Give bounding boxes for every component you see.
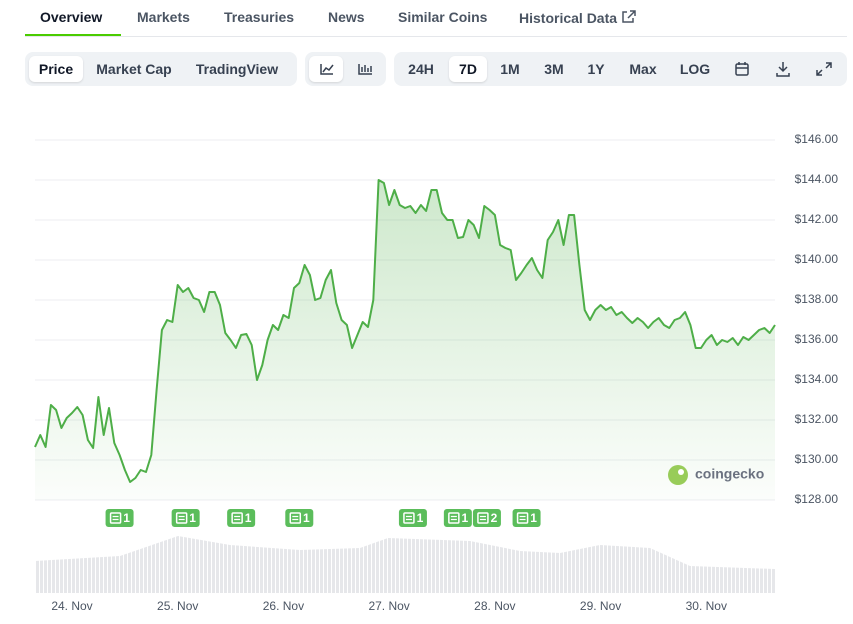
price-area [35, 180, 775, 500]
news-marker[interactable]: 2 [472, 509, 501, 527]
fullscreen-button[interactable] [809, 56, 839, 82]
mode-button[interactable]: TradingView [195, 61, 279, 77]
news-count: 1 [530, 511, 537, 525]
range-button[interactable]: 7D [449, 56, 487, 82]
mode-group: Price Market Cap TradingView [25, 52, 297, 86]
news-icon-lines [112, 515, 119, 521]
x-tick-label: 26. Nov [263, 599, 304, 613]
y-tick-label: $142.00 [795, 212, 839, 226]
news-icon-lines [234, 515, 241, 521]
news-icon-lines [405, 515, 412, 521]
range-group: 24H 7D 1M 3M 1Y Max LOG [394, 52, 847, 86]
news-count: 1 [462, 511, 469, 525]
tab[interactable]: Historical Data [519, 9, 637, 26]
news-icon-lines [479, 515, 486, 521]
news-icon-lines [178, 515, 185, 521]
news-icon [289, 512, 302, 524]
price-line [34, 179, 776, 483]
news-marker[interactable]: 1 [443, 509, 472, 527]
news-icon [109, 512, 122, 524]
range-button[interactable]: LOG [679, 61, 711, 77]
news-marker[interactable]: 1 [285, 509, 314, 527]
y-tick-label: $136.00 [795, 332, 839, 346]
news-count: 1 [417, 511, 424, 525]
candle-icon [358, 64, 372, 75]
y-tick-label: $130.00 [795, 452, 839, 466]
news-icon [477, 512, 489, 524]
news-marker[interactable]: 1 [171, 509, 200, 527]
range-button[interactable]: 1Y [587, 61, 605, 77]
news-count: 1 [303, 511, 310, 525]
news-marker[interactable]: 1 [512, 509, 541, 527]
fullscreen-icon [816, 62, 832, 76]
watermark-logo-eye [678, 469, 684, 475]
x-tick-label: 28. Nov [474, 599, 515, 613]
calendar-icon [735, 62, 749, 76]
news-count: 1 [189, 511, 196, 525]
range-button[interactable]: 1M [500, 61, 520, 77]
chart-style-group [305, 52, 386, 86]
news-marker[interactable]: 1 [105, 509, 134, 527]
news-marker[interactable]: 1 [398, 509, 427, 527]
range-button[interactable]: Max [629, 61, 657, 77]
news-count: 1 [245, 511, 252, 525]
line-icon [320, 64, 334, 75]
line-chart-button[interactable] [309, 56, 343, 82]
tab[interactable]: Overview [40, 9, 103, 25]
range-button[interactable]: 24H [408, 61, 434, 77]
tab[interactable]: Treasuries [224, 9, 295, 25]
news-icon [448, 512, 460, 524]
tab-bar: Overview Markets Treasuries News Similar Coi… [25, 0, 847, 37]
news-icon [231, 512, 243, 524]
tab-underline [25, 34, 121, 36]
x-tick-label: 25. Nov [157, 599, 198, 613]
news-icon [516, 512, 529, 524]
range-button[interactable]: 3M [544, 61, 564, 77]
y-tick-label: $132.00 [795, 412, 839, 426]
tab[interactable]: Similar Coins [398, 9, 488, 25]
download-icon [776, 62, 790, 77]
external-link-icon [622, 10, 636, 23]
y-tick-label: $140.00 [795, 252, 839, 266]
tab[interactable]: News [328, 9, 365, 25]
news-count: 2 [491, 511, 498, 525]
watermark-logo [668, 465, 688, 485]
mode-button[interactable]: Price [29, 56, 83, 82]
mode-button[interactable]: Market Cap [96, 61, 172, 77]
y-tick-label: $138.00 [795, 292, 839, 306]
news-count: 1 [123, 511, 130, 525]
y-tick-label: $146.00 [795, 132, 839, 146]
y-tick-label: $144.00 [795, 172, 839, 186]
y-tick-label: $134.00 [795, 372, 839, 386]
news-icon-lines [292, 515, 299, 521]
x-tick-label: 30. Nov [686, 599, 727, 613]
news-icon-lines [519, 515, 526, 521]
news-icon-lines [450, 515, 457, 521]
x-tick-label: 29. Nov [580, 599, 621, 613]
news-icon [175, 512, 188, 524]
y-tick-label: $128.00 [795, 492, 839, 506]
news-marker[interactable]: 1 [227, 509, 256, 527]
calendar-button[interactable] [727, 56, 757, 82]
x-tick-label: 27. Nov [368, 599, 409, 613]
watermark-text: coingecko [695, 466, 764, 482]
download-button[interactable] [768, 56, 798, 82]
tab[interactable]: Markets [137, 9, 190, 25]
candle-chart-button[interactable] [348, 56, 382, 82]
x-tick-label: 24. Nov [51, 599, 92, 613]
volume-bars [35, 536, 775, 593]
news-icon [403, 512, 415, 524]
